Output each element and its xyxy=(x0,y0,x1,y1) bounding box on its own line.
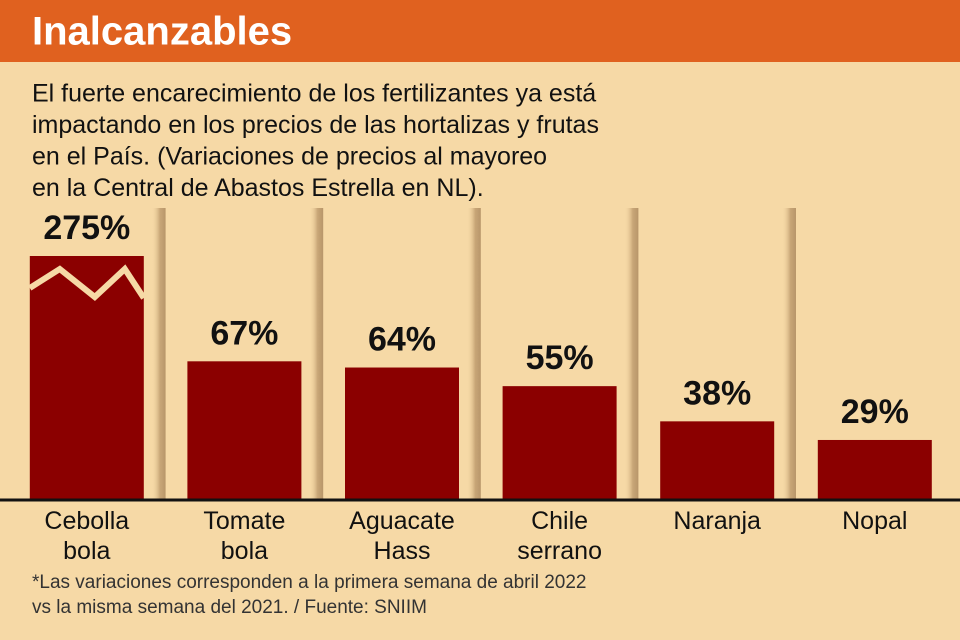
bar-break xyxy=(28,264,147,301)
x-tick-label: Chile serrano xyxy=(517,507,602,565)
x-tick-label: Aguacate Hass xyxy=(349,507,455,565)
column-separator xyxy=(782,208,796,500)
x-tick-label: Nopal xyxy=(842,507,907,535)
bar xyxy=(817,439,932,500)
x-tick-label: Tomate bola xyxy=(203,507,285,565)
column-separator xyxy=(309,208,324,500)
value-label: 275% xyxy=(43,209,130,247)
value-label: 67% xyxy=(210,314,278,352)
bar xyxy=(660,421,775,500)
value-label: 29% xyxy=(841,393,909,431)
bar xyxy=(187,361,302,500)
column-separator xyxy=(466,208,481,500)
chart-title: Inalcanzables xyxy=(32,10,292,54)
column-separator xyxy=(624,208,639,500)
title-band xyxy=(0,0,960,62)
subtitle: El fuerte encarecimiento de los fertiliz… xyxy=(32,80,596,108)
bar xyxy=(345,367,459,500)
bar xyxy=(502,386,617,500)
x-tick-label: Cebolla bola xyxy=(44,507,129,565)
subtitle: impactando en los precios de las hortali… xyxy=(32,111,599,139)
bar xyxy=(29,256,144,500)
footnote: *Las variaciones corresponden a la prime… xyxy=(32,572,587,593)
value-label: 64% xyxy=(368,321,436,359)
subtitle: en la Central de Abastos Estrella en NL)… xyxy=(32,174,484,202)
footnote: vs la misma semana del 2021. / Fuente: S… xyxy=(32,597,427,618)
value-label: 55% xyxy=(526,339,594,377)
column-separator xyxy=(151,208,166,500)
value-label: 38% xyxy=(683,374,751,412)
subtitle: en el País. (Variaciones de precios al m… xyxy=(32,143,547,171)
x-tick-label: Naranja xyxy=(673,507,761,535)
